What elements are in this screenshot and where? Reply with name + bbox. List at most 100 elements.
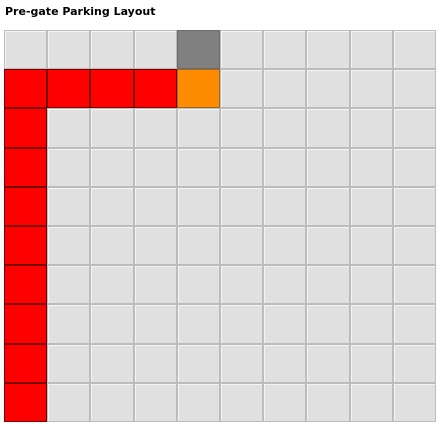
parking-space-red[interactable] (4, 382, 48, 422)
parking-space-empty[interactable] (133, 186, 177, 226)
parking-space-empty[interactable] (219, 30, 264, 70)
parking-space-empty[interactable] (219, 225, 264, 266)
parking-space-empty[interactable] (219, 343, 264, 383)
parking-space-empty[interactable] (176, 304, 220, 344)
parking-space-empty[interactable] (392, 108, 436, 148)
parking-space-orange[interactable] (176, 69, 220, 109)
parking-space-empty[interactable] (90, 382, 134, 422)
parking-space-empty[interactable] (176, 186, 220, 226)
parking-space-empty[interactable] (219, 304, 264, 344)
parking-space-red[interactable] (4, 343, 48, 383)
parking-space-empty[interactable] (47, 186, 91, 226)
parking-space-empty[interactable] (219, 147, 264, 187)
parking-space-empty[interactable] (263, 304, 307, 344)
parking-space-empty[interactable] (219, 382, 264, 422)
parking-space-empty[interactable] (133, 108, 177, 148)
parking-space-empty[interactable] (176, 147, 220, 187)
parking-space-empty[interactable] (306, 304, 350, 344)
parking-space-empty[interactable] (306, 69, 350, 109)
parking-space-red[interactable] (4, 304, 48, 344)
parking-space-empty[interactable] (133, 225, 177, 266)
parking-space-empty[interactable] (306, 108, 350, 148)
parking-space-red[interactable] (4, 108, 48, 148)
parking-space-empty[interactable] (47, 225, 91, 266)
parking-space-empty[interactable] (263, 69, 307, 109)
parking-space-empty[interactable] (306, 30, 350, 70)
parking-space-empty[interactable] (392, 225, 436, 266)
parking-space-empty[interactable] (263, 382, 307, 422)
parking-space-empty[interactable] (176, 265, 220, 305)
parking-space-empty[interactable] (90, 304, 134, 344)
parking-space-empty[interactable] (306, 265, 350, 305)
parking-space-empty[interactable] (263, 186, 307, 226)
parking-space-empty[interactable] (176, 108, 220, 148)
parking-space-empty[interactable] (90, 343, 134, 383)
parking-space-empty[interactable] (349, 108, 393, 148)
parking-space-empty[interactable] (47, 147, 91, 187)
parking-space-red[interactable] (133, 69, 177, 109)
parking-space-empty[interactable] (349, 343, 393, 383)
parking-space-empty[interactable] (263, 108, 307, 148)
parking-space-empty[interactable] (349, 69, 393, 109)
parking-space-red[interactable] (47, 69, 91, 109)
parking-space-empty[interactable] (349, 147, 393, 187)
gate-cell[interactable] (176, 30, 220, 70)
parking-space-empty[interactable] (263, 225, 307, 266)
parking-space-empty[interactable] (90, 108, 134, 148)
parking-space-red[interactable] (90, 69, 134, 109)
parking-space-empty[interactable] (133, 30, 177, 70)
parking-space-empty[interactable] (306, 382, 350, 422)
parking-space-empty[interactable] (176, 225, 220, 266)
parking-space-red[interactable] (4, 225, 48, 266)
parking-space-empty[interactable] (47, 343, 91, 383)
parking-space-empty[interactable] (392, 382, 436, 422)
parking-space-empty[interactable] (392, 147, 436, 187)
parking-space-empty[interactable] (392, 265, 436, 305)
parking-space-red[interactable] (4, 69, 48, 109)
parking-space-empty[interactable] (349, 265, 393, 305)
parking-space-empty[interactable] (90, 225, 134, 266)
parking-space-empty[interactable] (133, 343, 177, 383)
parking-space-empty[interactable] (176, 343, 220, 383)
parking-space-empty[interactable] (90, 265, 134, 305)
parking-space-empty[interactable] (349, 382, 393, 422)
parking-space-empty[interactable] (392, 186, 436, 226)
parking-space-empty[interactable] (90, 186, 134, 226)
parking-space-empty[interactable] (392, 343, 436, 383)
parking-space-empty[interactable] (133, 304, 177, 344)
parking-space-empty[interactable] (90, 30, 134, 70)
parking-space-empty[interactable] (133, 382, 177, 422)
parking-space-empty[interactable] (176, 382, 220, 422)
parking-space-empty[interactable] (263, 343, 307, 383)
parking-space-empty[interactable] (349, 30, 393, 70)
parking-space-empty[interactable] (47, 304, 91, 344)
parking-space-empty[interactable] (263, 147, 307, 187)
parking-space-empty[interactable] (47, 30, 91, 70)
parking-space-empty[interactable] (349, 186, 393, 226)
parking-space-red[interactable] (4, 147, 48, 187)
parking-space-empty[interactable] (263, 265, 307, 305)
parking-space-empty[interactable] (392, 304, 436, 344)
parking-space-empty[interactable] (219, 186, 264, 226)
parking-space-empty[interactable] (219, 265, 264, 305)
parking-space-empty[interactable] (306, 225, 350, 266)
parking-space-empty[interactable] (392, 69, 436, 109)
parking-space-empty[interactable] (219, 108, 264, 148)
parking-space-empty[interactable] (47, 265, 91, 305)
parking-space-empty[interactable] (47, 382, 91, 422)
parking-space-empty[interactable] (306, 186, 350, 226)
parking-space-empty[interactable] (349, 225, 393, 266)
parking-space-empty[interactable] (263, 30, 307, 70)
parking-space-empty[interactable] (219, 69, 264, 109)
parking-space-empty[interactable] (306, 343, 350, 383)
parking-space-empty[interactable] (133, 147, 177, 187)
parking-space-empty[interactable] (47, 108, 91, 148)
parking-space-empty[interactable] (392, 30, 436, 70)
parking-space-red[interactable] (4, 265, 48, 305)
parking-space-empty[interactable] (90, 147, 134, 187)
parking-space-empty[interactable] (306, 147, 350, 187)
parking-space-empty[interactable] (349, 304, 393, 344)
parking-space-empty[interactable] (133, 265, 177, 305)
parking-space-empty[interactable] (4, 30, 48, 70)
parking-space-red[interactable] (4, 186, 48, 226)
